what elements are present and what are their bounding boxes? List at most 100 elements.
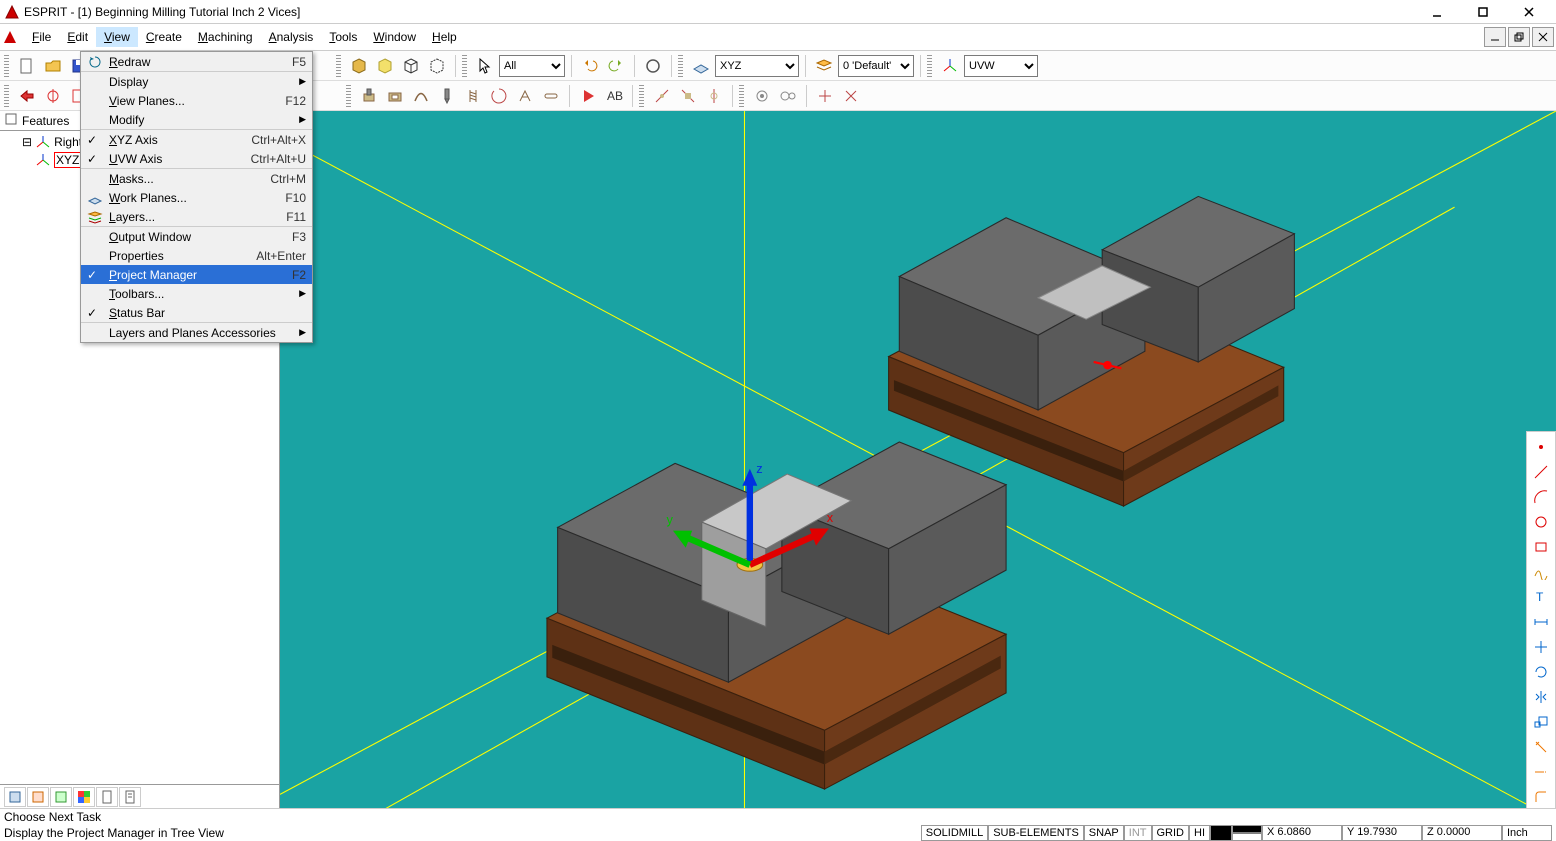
new-file-icon[interactable] (15, 54, 39, 78)
menu-item-modify[interactable]: Modify▶ (81, 110, 312, 129)
menu-item-properties[interactable]: PropertiesAlt+Enter (81, 246, 312, 265)
tab-operations-icon[interactable] (27, 787, 49, 807)
menu-item-uvwaxis[interactable]: ✓UVW AxisCtrl+Alt+U (81, 149, 312, 168)
features-pin-icon[interactable] (4, 112, 18, 129)
rtool-circle-icon[interactable] (1530, 511, 1552, 533)
menu-item-layersacc[interactable]: Layers and Planes Accessories▶ (81, 323, 312, 342)
rtool-fillet-icon[interactable] (1530, 786, 1552, 808)
circle-icon[interactable] (641, 54, 665, 78)
tool01-icon[interactable] (15, 84, 39, 108)
axis-tool1-icon[interactable] (650, 84, 674, 108)
status-color-swatch[interactable] (1210, 825, 1232, 841)
pointer-icon[interactable] (473, 54, 497, 78)
mdi-close-button[interactable] (1532, 27, 1554, 47)
toolbar-grip[interactable] (739, 85, 744, 107)
open-file-icon[interactable] (41, 54, 65, 78)
tab-doc-icon[interactable] (96, 787, 118, 807)
status-linetype[interactable] (1232, 825, 1262, 841)
viewport-3d[interactable]: z x y T (280, 111, 1556, 808)
toolbar-grip[interactable] (336, 55, 341, 77)
toolbar-grip[interactable] (346, 85, 351, 107)
workplane-icon[interactable] (689, 54, 713, 78)
menu-item-workplanes[interactable]: Work Planes...F10 (81, 188, 312, 207)
axis-tool2-icon[interactable] (676, 84, 700, 108)
toolbar-grip[interactable] (4, 55, 9, 77)
axis-tool3-icon[interactable] (702, 84, 726, 108)
redo-icon[interactable] (604, 54, 628, 78)
menu-tools[interactable]: Tools (321, 27, 365, 47)
menu-create[interactable]: Create (138, 27, 190, 47)
toolbar-grip[interactable] (4, 85, 9, 107)
mill-thread-icon[interactable] (461, 84, 485, 108)
status-snap[interactable]: SNAP (1084, 825, 1124, 841)
coord-select[interactable]: XYZ (715, 55, 799, 77)
menu-item-statusbar[interactable]: ✓Status Bar (81, 303, 312, 322)
sim-text-icon[interactable]: ABC (602, 84, 626, 108)
filter-select[interactable]: All (499, 55, 565, 77)
rtool-line-icon[interactable] (1530, 461, 1552, 483)
tool02-icon[interactable] (41, 84, 65, 108)
toolbar-grip[interactable] (462, 55, 467, 77)
rtool-point-icon[interactable] (1530, 436, 1552, 458)
mill-contour-icon[interactable] (409, 84, 433, 108)
rtool-scale-icon[interactable] (1530, 711, 1552, 733)
menu-analysis[interactable]: Analysis (261, 27, 322, 47)
minimize-button[interactable] (1414, 1, 1460, 23)
gear1-icon[interactable] (750, 84, 774, 108)
wireframe-cube-icon[interactable] (399, 54, 423, 78)
menu-view[interactable]: View (96, 27, 138, 47)
maximize-button[interactable] (1460, 1, 1506, 23)
menu-item-redraw[interactable]: RedrawF5 (81, 52, 312, 71)
menu-file[interactable]: File (24, 27, 59, 47)
menu-item-xyzaxis[interactable]: ✓XYZ AxisCtrl+Alt+X (81, 130, 312, 149)
axis-tool4-icon[interactable] (813, 84, 837, 108)
layers-icon[interactable] (812, 54, 836, 78)
tree-expand-icon[interactable]: ⊟ (22, 135, 32, 149)
rtool-rotate-icon[interactable] (1530, 661, 1552, 683)
undo-icon[interactable] (578, 54, 602, 78)
menu-item-layers[interactable]: Layers...F11 (81, 207, 312, 226)
mdi-restore-button[interactable] (1508, 27, 1530, 47)
menu-item-masks[interactable]: Masks...Ctrl+M (81, 169, 312, 188)
rtool-rect-icon[interactable] (1530, 536, 1552, 558)
solid-cube-yellow-icon[interactable] (373, 54, 397, 78)
close-button[interactable] (1506, 1, 1552, 23)
tab-report-icon[interactable] (119, 787, 141, 807)
menu-edit[interactable]: Edit (59, 27, 96, 47)
menu-item-display[interactable]: Display▶ (81, 72, 312, 91)
menu-window[interactable]: Window (365, 27, 424, 47)
tab-tools-icon[interactable] (50, 787, 72, 807)
rtool-move-icon[interactable] (1530, 636, 1552, 658)
mill-face-icon[interactable] (357, 84, 381, 108)
menu-item-toolbars[interactable]: Toolbars...▶ (81, 284, 312, 303)
tab-color-icon[interactable] (73, 787, 95, 807)
mill-engrave-icon[interactable] (513, 84, 537, 108)
axis-tool5-icon[interactable] (839, 84, 863, 108)
toolbar-grip[interactable] (639, 85, 644, 107)
rtool-text-icon[interactable]: T (1530, 586, 1552, 608)
tab-features-icon[interactable] (4, 787, 26, 807)
rtool-extend-icon[interactable] (1530, 761, 1552, 783)
toolbar-grip[interactable] (927, 55, 932, 77)
sim-play-icon[interactable] (576, 84, 600, 108)
menu-help[interactable]: Help (424, 27, 465, 47)
mill-drill-icon[interactable] (435, 84, 459, 108)
gear2-icon[interactable] (776, 84, 800, 108)
rtool-arc-icon[interactable] (1530, 486, 1552, 508)
status-solidmill[interactable]: SOLIDMILL (921, 825, 988, 841)
status-hi[interactable]: HI (1189, 825, 1210, 841)
solid-cube-gold-icon[interactable] (347, 54, 371, 78)
status-unit[interactable]: Inch (1502, 825, 1552, 841)
rtool-mirror-icon[interactable] (1530, 686, 1552, 708)
status-int[interactable]: INT (1124, 825, 1152, 841)
menu-item-output[interactable]: Output WindowF3 (81, 227, 312, 246)
layer-select[interactable]: 0 'Default' (838, 55, 914, 77)
menu-item-projectmanager[interactable]: ✓Project ManagerF2 (81, 265, 312, 284)
uvw-select[interactable]: UVW (964, 55, 1038, 77)
status-subelements[interactable]: SUB-ELEMENTS (988, 825, 1084, 841)
mdi-minimize-button[interactable] (1484, 27, 1506, 47)
hidden-line-icon[interactable] (425, 54, 449, 78)
menu-item-viewplanes[interactable]: View Planes...F12 (81, 91, 312, 110)
rtool-trim-icon[interactable] (1530, 736, 1552, 758)
rtool-spline-icon[interactable] (1530, 561, 1552, 583)
